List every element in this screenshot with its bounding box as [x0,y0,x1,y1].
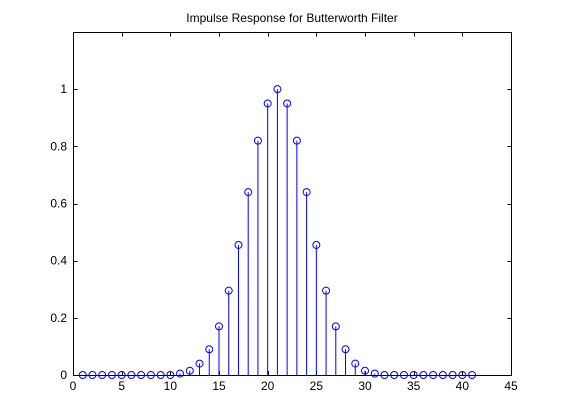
stem-marker [253,136,262,145]
stem-marker [399,371,408,379]
x-tick-label: 10 [164,379,178,393]
stem-marker [292,136,301,145]
stem-marker [409,371,418,379]
x-tick-label: 40 [456,379,470,393]
stem-marker [195,359,204,368]
x-tick-label: 0 [70,379,77,393]
x-tick-label: 25 [310,379,324,393]
stem-marker [205,345,214,354]
stem-marker [419,371,428,379]
stem-marker [273,85,282,94]
x-tick-label: 15 [212,379,226,393]
stem-marker [185,366,194,375]
y-tick-label: 0.4 [50,254,67,268]
x-axis-ticks: 0 5 10 15 20 25 30 35 40 45 [70,32,518,393]
stem-marker [215,322,223,331]
stem-marker [127,371,136,379]
stem-marker [156,371,165,379]
y-tick-label: 0.8 [50,139,67,153]
stem-marker [176,369,185,378]
stem-marker [263,99,272,108]
stem-marker [137,371,146,379]
stem-marker [224,286,233,295]
stem-marker [438,371,447,379]
stem-marker [322,286,331,295]
stem-marker [234,240,243,249]
stem-marker [331,322,340,331]
chart-title: Impulse Response for Butterworth Filter [186,11,397,25]
y-tick-label: 1 [60,82,67,96]
stem-marker [244,188,253,197]
stem-marker [341,345,350,354]
stem-marker [468,371,477,379]
stem-marker [107,371,116,379]
axes-box [73,32,512,376]
stem-marker [361,366,369,375]
x-tick-label: 20 [261,379,275,393]
stem-marker [312,240,321,249]
x-tick-label: 45 [504,379,518,393]
stem-marker [302,188,311,197]
stem-marker [78,371,87,379]
y-tick-label: 0 [60,368,67,382]
y-axis-ticks: 0 0.2 0.4 0.6 0.8 1 [50,82,512,382]
stem-marker [283,99,292,108]
y-tick-label: 0.2 [50,311,67,325]
stem-marker [370,369,379,378]
stem-marker [351,359,360,368]
x-tick-label: 5 [118,379,125,393]
stem-marker [88,371,97,379]
stem-marker [390,371,399,379]
stem-marker [458,371,467,379]
x-tick-label: 30 [358,379,372,393]
stem-marker [117,371,126,379]
stem-marker [380,371,389,379]
stem-marker [429,371,438,379]
x-tick-label: 35 [407,379,421,393]
y-tick-label: 0.6 [50,197,67,211]
stem-marker [146,371,155,379]
stem-series [78,85,477,379]
stem-marker [98,371,107,379]
stem-marker [166,371,175,379]
stem-marker [448,371,457,379]
